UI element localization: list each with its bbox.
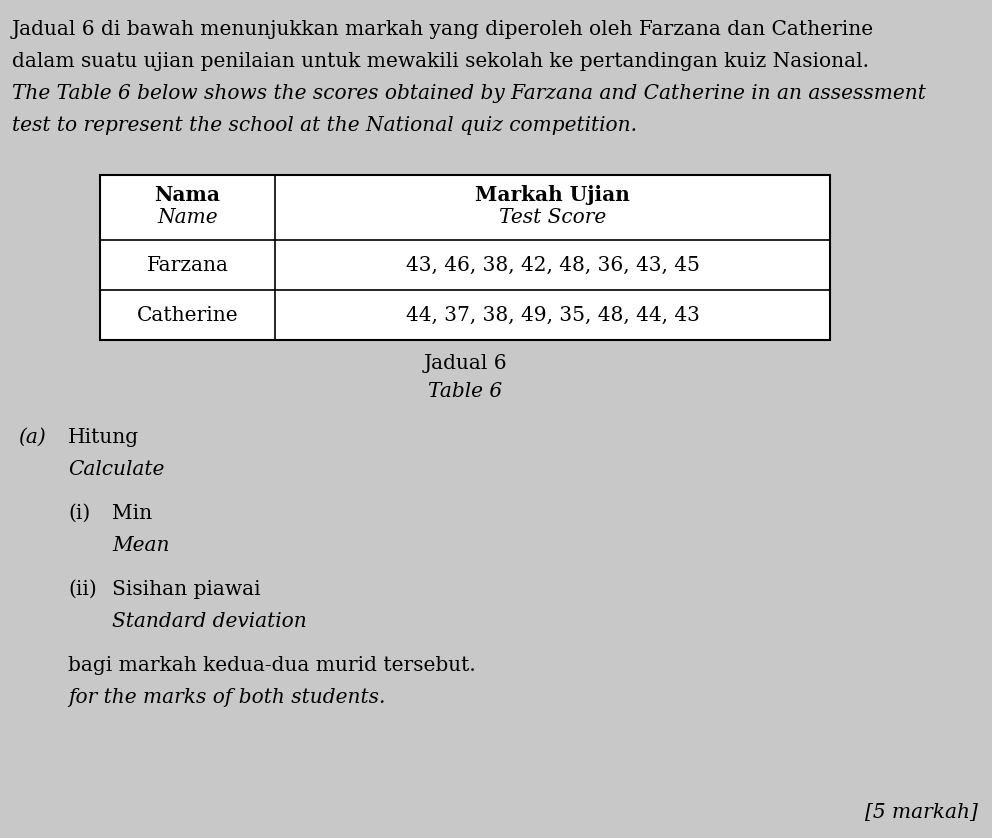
Text: (a): (a) bbox=[18, 428, 46, 447]
Text: Min: Min bbox=[112, 504, 152, 523]
Text: Nama: Nama bbox=[155, 185, 220, 205]
Text: Hitung: Hitung bbox=[68, 428, 139, 447]
Text: Mean: Mean bbox=[112, 536, 170, 555]
Text: Test Score: Test Score bbox=[499, 208, 606, 227]
Text: Standard deviation: Standard deviation bbox=[112, 612, 307, 631]
Text: Farzana: Farzana bbox=[147, 256, 228, 275]
Text: (i): (i) bbox=[68, 504, 90, 523]
Text: The Table 6 below shows the scores obtained by Farzana and Catherine in an asses: The Table 6 below shows the scores obtai… bbox=[12, 84, 926, 103]
Text: 44, 37, 38, 49, 35, 48, 44, 43: 44, 37, 38, 49, 35, 48, 44, 43 bbox=[406, 306, 699, 324]
Text: Catherine: Catherine bbox=[137, 306, 238, 324]
Text: bagi markah kedua-dua murid tersebut.: bagi markah kedua-dua murid tersebut. bbox=[68, 656, 476, 675]
Text: Name: Name bbox=[157, 208, 218, 227]
Text: Jadual 6 di bawah menunjukkan markah yang diperoleh oleh Farzana dan Catherine: Jadual 6 di bawah menunjukkan markah yan… bbox=[12, 20, 874, 39]
Bar bbox=[100, 175, 830, 340]
Text: test to represent the school at the National quiz competition.: test to represent the school at the Nati… bbox=[12, 116, 637, 135]
Text: dalam suatu ujian penilaian untuk mewakili sekolah ke pertandingan kuiz Nasional: dalam suatu ujian penilaian untuk mewaki… bbox=[12, 52, 869, 71]
Text: Jadual 6: Jadual 6 bbox=[424, 354, 507, 373]
Text: Markah Ujian: Markah Ujian bbox=[475, 185, 630, 205]
Text: Sisihan piawai: Sisihan piawai bbox=[112, 580, 261, 599]
Text: [5 markah]: [5 markah] bbox=[865, 803, 978, 822]
Text: 43, 46, 38, 42, 48, 36, 43, 45: 43, 46, 38, 42, 48, 36, 43, 45 bbox=[406, 256, 699, 275]
Text: Table 6: Table 6 bbox=[428, 382, 502, 401]
Text: (ii): (ii) bbox=[68, 580, 97, 599]
Text: Calculate: Calculate bbox=[68, 460, 165, 479]
Text: for the marks of both students.: for the marks of both students. bbox=[68, 688, 385, 707]
